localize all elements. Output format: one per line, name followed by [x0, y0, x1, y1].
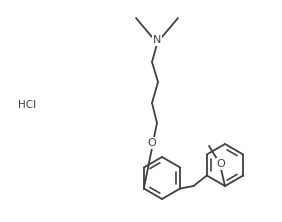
Text: O: O [147, 138, 157, 148]
Text: N: N [153, 35, 161, 45]
Text: HCl: HCl [18, 100, 36, 110]
Text: O: O [217, 159, 225, 169]
